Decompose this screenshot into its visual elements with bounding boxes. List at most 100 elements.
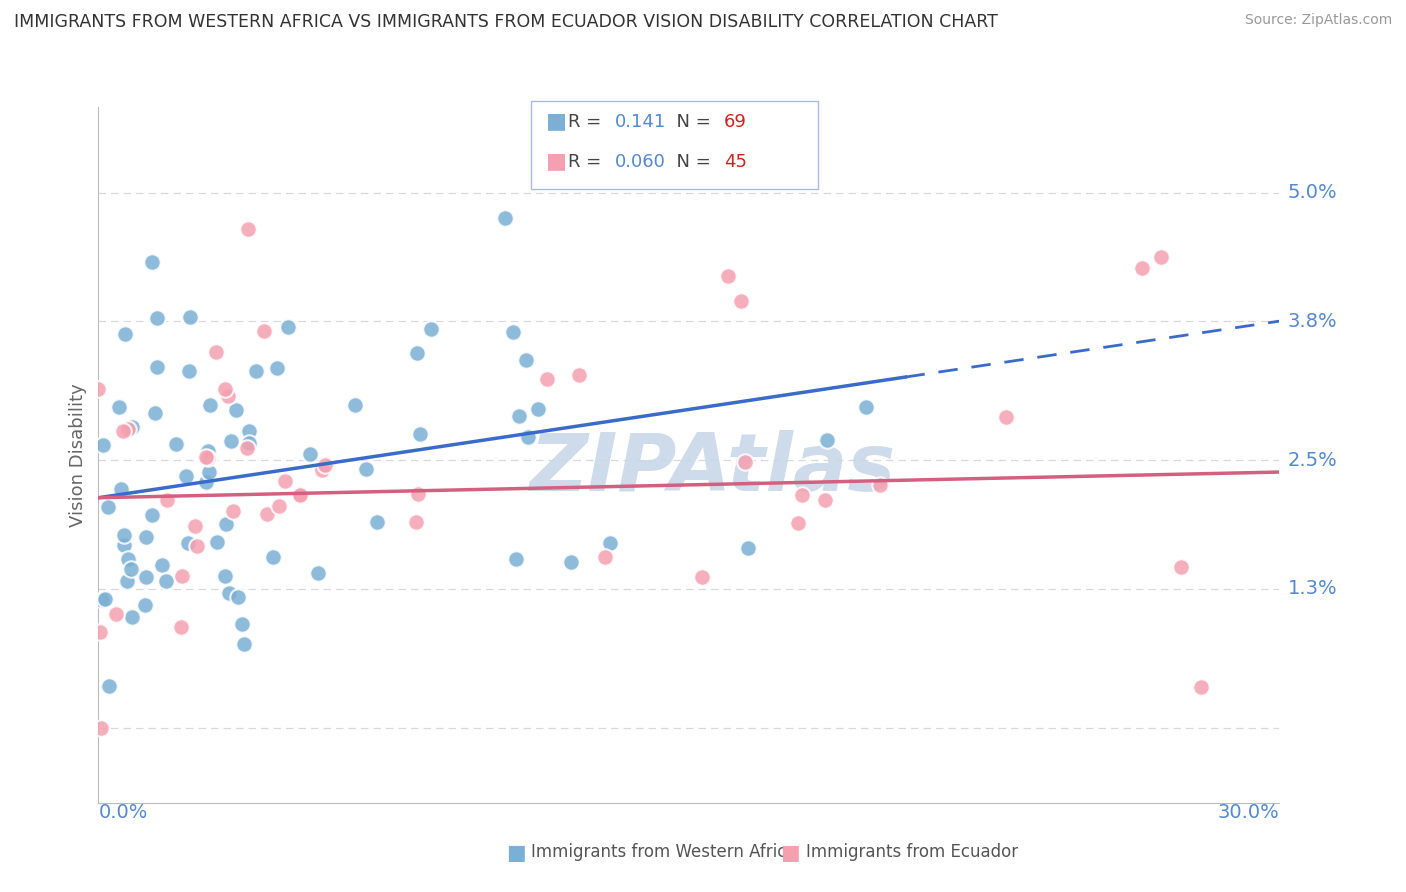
Point [177, 536, 200, 550]
Point [409, 426, 432, 441]
Point [236, 222, 259, 236]
Point [146, 310, 169, 325]
Point [170, 620, 193, 634]
Text: N =: N = [665, 113, 717, 131]
Point [1150, 250, 1173, 264]
Point [311, 463, 333, 477]
Point [599, 536, 621, 550]
Point [91, 438, 114, 452]
Point [508, 409, 530, 423]
Point [155, 574, 177, 588]
Point [267, 499, 290, 513]
Point [356, 461, 378, 475]
Text: ■: ■ [506, 843, 526, 863]
Point [184, 518, 207, 533]
Point [214, 383, 236, 397]
Point [179, 310, 201, 325]
Point [1170, 560, 1192, 574]
Point [215, 516, 238, 531]
Point [150, 558, 173, 572]
Point [165, 437, 187, 451]
Point [87, 382, 110, 396]
Point [568, 368, 591, 383]
Text: ■: ■ [780, 843, 800, 863]
Point [502, 325, 524, 339]
Point [560, 555, 582, 569]
Point [790, 488, 813, 502]
Point [195, 450, 218, 465]
Point [221, 504, 243, 518]
Point [730, 293, 752, 308]
Point [197, 466, 219, 480]
Point [1130, 260, 1153, 275]
Text: Immigrants from Western Africa: Immigrants from Western Africa [531, 843, 797, 861]
Text: R =: R = [568, 153, 607, 171]
Point [214, 569, 236, 583]
Text: 0.060: 0.060 [614, 153, 665, 171]
Point [288, 487, 311, 501]
Point [314, 458, 336, 472]
Point [225, 403, 247, 417]
Point [204, 345, 226, 359]
Point [156, 492, 179, 507]
Text: R =: R = [568, 113, 613, 131]
Point [218, 586, 240, 600]
Point [405, 516, 427, 530]
Point [114, 327, 136, 342]
Point [256, 507, 278, 521]
Point [94, 592, 117, 607]
Point [219, 434, 242, 448]
Point [143, 406, 166, 420]
Point [238, 425, 260, 439]
Text: IMMIGRANTS FROM WESTERN AFRICA VS IMMIGRANTS FROM ECUADOR VISION DISABILITY CORR: IMMIGRANTS FROM WESTERN AFRICA VS IMMIGR… [14, 13, 998, 31]
Point [505, 552, 527, 566]
Text: 3.8%: 3.8% [1288, 311, 1337, 331]
Point [814, 492, 837, 507]
Point [141, 255, 163, 269]
Point [815, 434, 838, 448]
Point [274, 475, 297, 489]
Point [869, 477, 891, 491]
Point [366, 515, 388, 529]
Point [111, 424, 134, 438]
Point [288, 487, 311, 501]
Point [108, 401, 131, 415]
Point [112, 528, 135, 542]
Point [238, 435, 260, 450]
Point [170, 568, 193, 582]
Point [253, 324, 276, 338]
Point [174, 469, 197, 483]
Text: 0.141: 0.141 [614, 113, 665, 131]
Point [134, 599, 156, 613]
Point [120, 562, 142, 576]
Text: 5.0%: 5.0% [1288, 183, 1337, 202]
Point [217, 389, 239, 403]
Point [717, 268, 740, 283]
Point [228, 590, 250, 604]
Point [115, 574, 138, 588]
Point [117, 552, 139, 566]
Text: 2.5%: 2.5% [1288, 450, 1337, 470]
Point [90, 721, 112, 735]
Point [179, 364, 201, 378]
Point [737, 541, 759, 555]
Point [98, 679, 121, 693]
Point [89, 624, 111, 639]
Point [205, 535, 228, 549]
Text: Source: ZipAtlas.com: Source: ZipAtlas.com [1244, 13, 1392, 28]
Point [110, 482, 132, 496]
Point [245, 364, 267, 378]
Point [117, 422, 139, 436]
Point [344, 398, 367, 412]
Point [233, 637, 256, 651]
Point [536, 372, 558, 386]
Point [135, 570, 157, 584]
Point [235, 441, 257, 455]
Point [197, 450, 219, 465]
Text: 30.0%: 30.0% [1218, 803, 1279, 822]
Point [146, 359, 169, 374]
Y-axis label: Vision Disability: Vision Disability [69, 383, 87, 527]
Text: Immigrants from Ecuador: Immigrants from Ecuador [806, 843, 1018, 861]
Point [419, 322, 441, 336]
Point [121, 610, 143, 624]
